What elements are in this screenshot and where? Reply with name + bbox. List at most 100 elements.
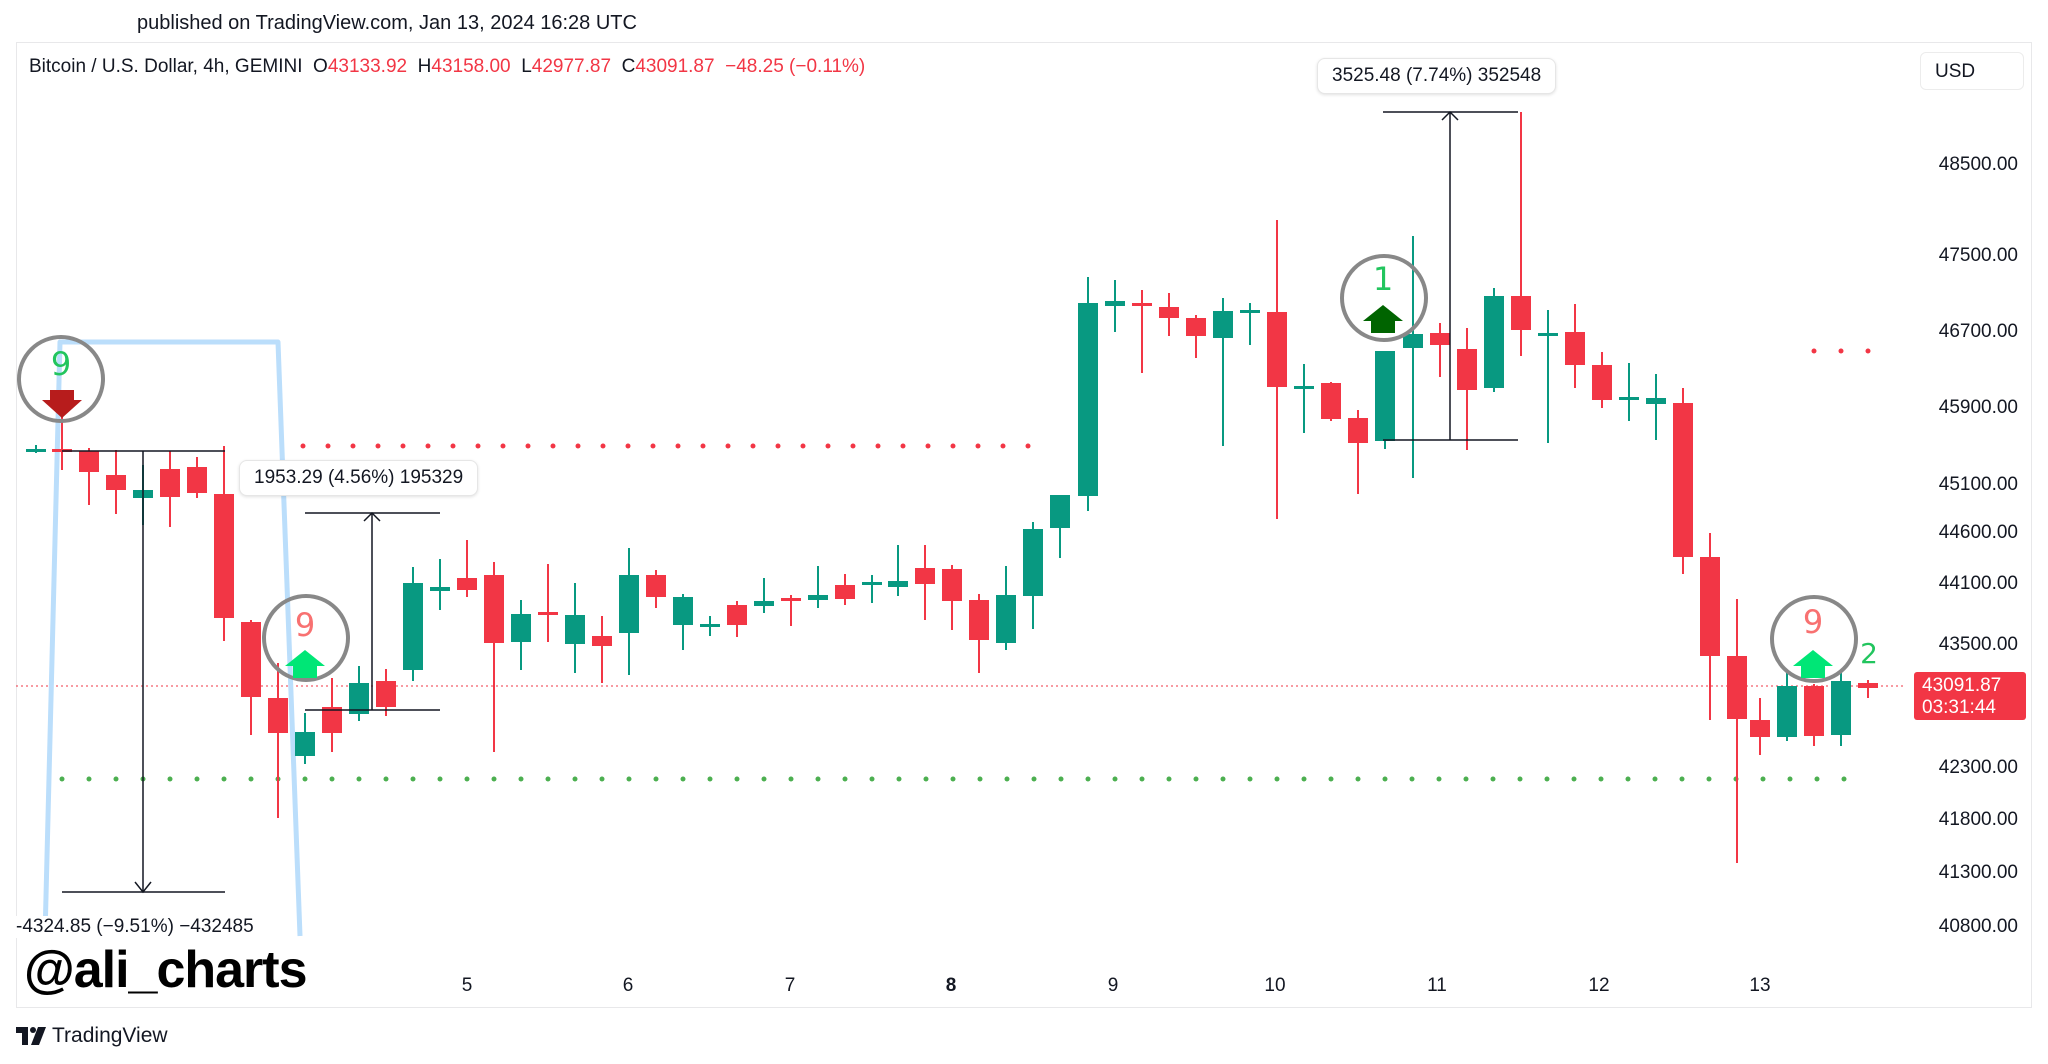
candle[interactable] [1700, 533, 1720, 720]
candle[interactable] [592, 616, 612, 683]
candle[interactable] [1348, 410, 1368, 494]
candle[interactable] [1267, 220, 1287, 519]
candle[interactable] [808, 566, 828, 608]
symbol-legend: Bitcoin / U.S. Dollar, 4h, GEMINI O43133… [29, 56, 866, 77]
candle[interactable] [1619, 363, 1639, 421]
svg-text:1: 1 [1373, 260, 1393, 298]
candle[interactable] [862, 575, 882, 603]
measure-label-1: 1953.29 (4.56%) 195329 [239, 460, 479, 496]
candle[interactable] [835, 574, 855, 605]
candle[interactable] [1023, 522, 1043, 629]
candle[interactable] [1777, 672, 1797, 741]
candle[interactable] [619, 548, 639, 675]
candle[interactable] [646, 570, 666, 608]
measure-label-2: 3525.48 (7.74%) 352548 [1317, 58, 1557, 94]
candle[interactable] [727, 601, 747, 637]
price-axis-label: 47500.00 [1938, 245, 2018, 266]
candle[interactable] [1858, 680, 1878, 698]
candle[interactable] [538, 564, 558, 642]
open-value: 43133.92 [327, 56, 408, 77]
candle[interactable] [79, 448, 99, 505]
time-axis-label: 11 [1427, 975, 1447, 996]
candle[interactable] [1403, 236, 1423, 478]
time-axis-label: 10 [1264, 975, 1286, 996]
measure-tools [62, 110, 1518, 894]
candle[interactable] [1457, 328, 1477, 450]
candle[interactable] [1159, 293, 1179, 336]
current-price-tag: 43091.87 03:31:44 [1914, 672, 2026, 720]
candle[interactable] [511, 600, 531, 670]
candle[interactable] [1240, 303, 1260, 345]
candle[interactable] [1484, 288, 1504, 392]
price-axis-label: 41800.00 [1938, 809, 2018, 830]
tradingview-brand[interactable]: TradingView [16, 1024, 168, 1048]
highlight-rectangle [42, 339, 303, 937]
candle[interactable] [376, 669, 396, 716]
candle[interactable] [26, 445, 46, 453]
candle[interactable] [349, 666, 369, 721]
change-value: −48.25 (−0.11%) [725, 56, 866, 77]
candle[interactable] [1294, 364, 1314, 433]
candle[interactable] [1321, 382, 1341, 421]
candle[interactable] [996, 566, 1016, 650]
time-axis-label: 9 [1107, 975, 1119, 996]
candle[interactable] [1592, 352, 1612, 408]
candle[interactable] [322, 678, 342, 752]
candle[interactable] [1078, 277, 1098, 511]
candle[interactable] [1646, 374, 1666, 440]
candle[interactable] [106, 450, 126, 514]
candle[interactable] [969, 594, 989, 673]
tradingview-logo-icon [16, 1027, 46, 1045]
candle[interactable] [1565, 304, 1585, 388]
candle[interactable] [1186, 315, 1206, 358]
candle[interactable] [484, 562, 504, 752]
candle[interactable] [1727, 599, 1747, 863]
candle[interactable] [241, 620, 261, 735]
svg-text:2: 2 [1860, 637, 1878, 670]
candle[interactable] [1105, 280, 1125, 332]
price-axis-label: 43500.00 [1938, 634, 2018, 655]
price-axis-label: 44100.00 [1938, 573, 2018, 594]
candle[interactable] [1831, 671, 1851, 746]
candle[interactable] [781, 595, 801, 626]
candle[interactable] [1750, 698, 1770, 755]
candle[interactable] [1430, 323, 1450, 377]
candle[interactable] [1375, 351, 1395, 449]
candle[interactable] [915, 545, 935, 620]
time-axis-label: 8 [945, 975, 957, 996]
candle[interactable] [457, 540, 477, 597]
candle[interactable] [673, 594, 693, 650]
candle[interactable] [888, 545, 908, 596]
candle[interactable] [754, 578, 774, 613]
svg-text:9: 9 [51, 345, 71, 383]
time-axis-label: 6 [622, 975, 634, 996]
currency-button[interactable]: USD [1920, 52, 2024, 90]
candle[interactable] [700, 616, 720, 636]
candle[interactable] [1673, 388, 1693, 574]
candle[interactable] [403, 567, 423, 681]
td-markers: 9 9 1 9 2 [17, 254, 1878, 683]
candle[interactable] [214, 446, 234, 641]
close-value: 43091.87 [635, 56, 715, 77]
symbol-name[interactable]: Bitcoin / U.S. Dollar, 4h, GEMINI [29, 56, 303, 77]
price-axis-label: 46700.00 [1938, 321, 2018, 342]
svg-text:9: 9 [295, 606, 315, 644]
candle[interactable] [1538, 310, 1558, 443]
candle[interactable] [430, 559, 450, 610]
author-watermark: @ali_charts [24, 941, 308, 999]
candle[interactable] [565, 583, 585, 673]
candle[interactable] [268, 663, 288, 818]
price-axis-label: 40800.00 [1938, 916, 2018, 937]
candle[interactable] [1213, 298, 1233, 446]
candle[interactable] [295, 713, 315, 764]
candle[interactable] [942, 565, 962, 630]
price-axis-label: 41300.00 [1938, 862, 2018, 883]
candle[interactable] [187, 457, 207, 498]
candle[interactable] [1511, 112, 1531, 356]
candle[interactable] [1804, 684, 1824, 746]
candle[interactable] [1050, 495, 1070, 558]
candle[interactable] [160, 451, 180, 527]
candle[interactable] [1132, 290, 1152, 373]
price-axis-label: 45100.00 [1938, 474, 2018, 495]
